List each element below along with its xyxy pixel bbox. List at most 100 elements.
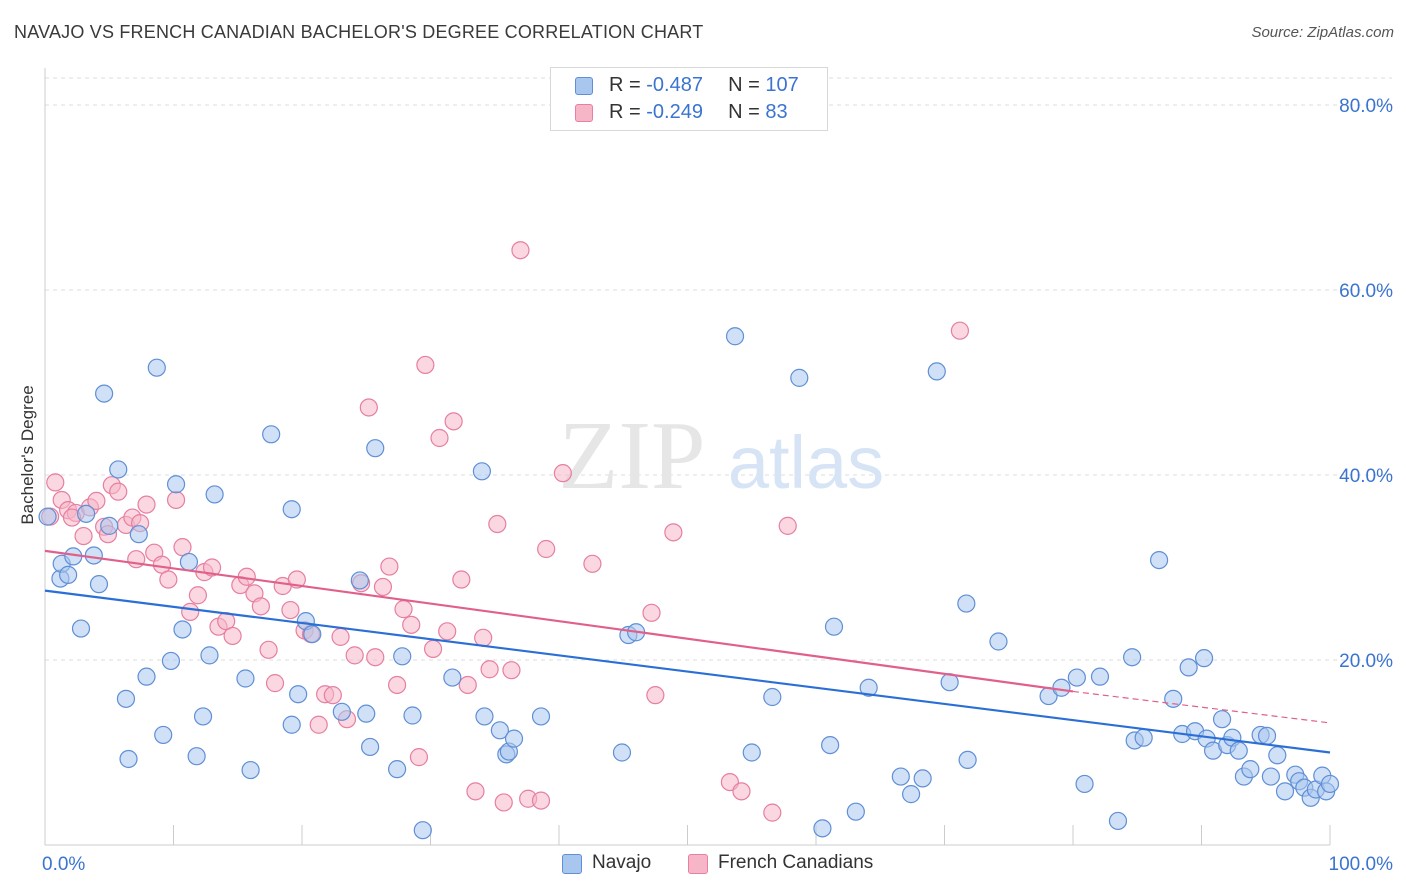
navajo-point: [71, 619, 91, 638]
navajo-point: [742, 743, 761, 762]
navajo-point: [1075, 774, 1094, 794]
navajo-point: [1149, 550, 1169, 570]
navajo-point: [475, 707, 494, 726]
navajo-point: [1229, 741, 1248, 760]
navajo-point: [1164, 689, 1183, 708]
navajo-point: [119, 749, 138, 769]
navajo-point: [846, 802, 865, 821]
french-point: [188, 586, 208, 605]
french-point: [732, 782, 751, 801]
navajo-point: [443, 668, 462, 687]
navajo-point: [1261, 767, 1280, 786]
navajo-point: [790, 368, 809, 387]
french-point: [109, 482, 128, 501]
navajo-point: [1275, 782, 1295, 801]
navajo-point: [166, 475, 186, 494]
french-point: [416, 355, 435, 375]
french-point: [373, 577, 393, 597]
french-point: [323, 686, 342, 705]
french-point: [537, 539, 556, 559]
navajo-point: [1052, 678, 1071, 697]
navajo-point: [84, 546, 103, 565]
french-point: [480, 660, 499, 679]
navajo-point: [1067, 668, 1086, 687]
french-point: [202, 558, 222, 577]
french-point: [181, 602, 200, 622]
navajo-point: [824, 617, 844, 636]
watermark-atlas: atlas: [728, 421, 884, 504]
french-point: [366, 648, 385, 667]
navajo-point: [137, 667, 156, 686]
french-point: [380, 557, 399, 576]
french-point: [251, 597, 270, 616]
navajo-point: [116, 689, 136, 708]
navajo-point: [38, 507, 57, 526]
navajo-point: [262, 425, 281, 444]
navajo-point: [958, 750, 977, 770]
french-point: [423, 639, 443, 659]
source-label: Source: ZipAtlas.com: [1251, 24, 1394, 41]
legend-r-value: -0.487: [646, 74, 703, 96]
navajo-point: [129, 525, 148, 544]
navajo-point: [1123, 648, 1142, 667]
navajo-point: [403, 706, 422, 725]
navajo-point: [859, 678, 878, 697]
navajo-point: [357, 704, 376, 723]
french-point: [778, 516, 797, 535]
navajo-point: [361, 737, 380, 757]
navajo-point: [282, 715, 301, 734]
legend-n-value: 83: [765, 101, 788, 123]
french-trend-line: [44, 549, 1074, 693]
french-point: [409, 748, 429, 767]
navajo-point: [77, 504, 96, 523]
french-point: [137, 495, 156, 514]
watermark: ZIP atlas: [559, 402, 885, 510]
navajo-point: [612, 743, 632, 762]
navajo-point: [1194, 649, 1214, 668]
legend-n-value: 107: [765, 74, 799, 96]
navajo-point: [100, 516, 119, 535]
navajo-point: [1090, 667, 1110, 686]
french-point: [438, 622, 457, 641]
navajo-point: [1179, 658, 1198, 677]
french-point: [646, 686, 665, 705]
navajo-point: [193, 707, 213, 726]
navajo-point: [413, 821, 432, 840]
navajo-trend-line: [44, 589, 1331, 754]
french-point: [452, 570, 471, 589]
navajo-point: [241, 760, 260, 780]
bottom-legend-swatch-navajo: [562, 854, 582, 874]
navajo-point: [59, 565, 78, 585]
french-point: [583, 554, 602, 573]
french-point: [511, 241, 530, 260]
chart-title: NAVAJO VS FRENCH CANADIAN BACHELOR'S DEG…: [14, 22, 704, 42]
navajo-point: [109, 460, 128, 479]
french-point: [402, 615, 421, 634]
french-point: [331, 627, 350, 646]
french-point: [259, 640, 278, 659]
french-point: [46, 473, 65, 492]
navajo-point: [1320, 774, 1340, 794]
french-point: [763, 803, 782, 822]
navajo-point: [821, 735, 840, 755]
navajo-point: [205, 485, 224, 504]
french-trend-line-dashed: [1072, 690, 1331, 724]
french-point: [458, 675, 477, 695]
french-point: [265, 674, 285, 693]
navajo-point: [763, 687, 782, 707]
navajo-point: [393, 647, 412, 666]
french-point: [345, 646, 364, 665]
y-tick-label: 60.0%: [1339, 281, 1393, 302]
y-tick-label: 40.0%: [1339, 466, 1393, 487]
x-tick-label: 0.0%: [42, 854, 85, 875]
navajo-point: [1241, 760, 1260, 779]
french-point: [502, 661, 521, 680]
navajo-point: [1257, 726, 1277, 745]
legend-r-label: R =: [609, 101, 647, 123]
navajo-point: [504, 729, 524, 748]
navajo-point: [95, 384, 114, 403]
french-point: [223, 626, 242, 646]
series-navajo: [38, 327, 1340, 840]
navajo-point: [1108, 811, 1128, 831]
